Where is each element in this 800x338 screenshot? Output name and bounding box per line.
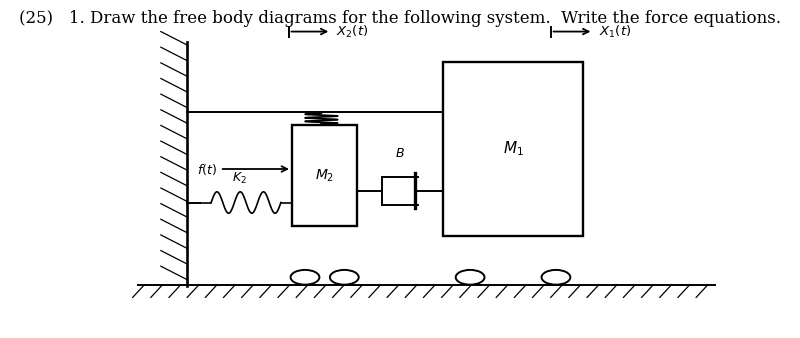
Text: $X_2(t)$: $X_2(t)$ — [337, 24, 369, 40]
Text: $K_1$: $K_1$ — [331, 129, 346, 144]
Text: B: B — [396, 147, 404, 160]
Text: $M_2$: $M_2$ — [315, 168, 334, 184]
Bar — [292, 125, 358, 226]
Text: $f(t)$: $f(t)$ — [197, 162, 217, 176]
Bar — [442, 62, 583, 236]
Text: $K_2$: $K_2$ — [232, 171, 247, 186]
Text: $M_1$: $M_1$ — [502, 140, 523, 158]
Text: $X_1(t)$: $X_1(t)$ — [598, 24, 631, 40]
Text: (25)   1. Draw the free body diagrams for the following system.  Write the force: (25) 1. Draw the free body diagrams for … — [19, 10, 781, 27]
